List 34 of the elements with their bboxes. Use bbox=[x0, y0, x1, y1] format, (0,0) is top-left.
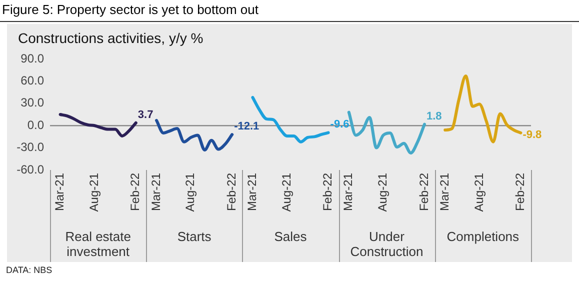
y-tick-label: 60.0 bbox=[20, 74, 44, 88]
data-label: 3.7 bbox=[138, 108, 154, 121]
text: Starts bbox=[177, 229, 212, 244]
y-tick-label: 30.0 bbox=[20, 96, 44, 110]
text: Sales bbox=[274, 229, 308, 244]
x-tick-label: Feb-22 bbox=[128, 172, 142, 212]
data-label: -9.8 bbox=[522, 128, 542, 141]
x-tick-label: Aug-21 bbox=[472, 172, 486, 212]
x-tick-label: Feb-22 bbox=[513, 172, 528, 212]
x-tick-label: Feb-22 bbox=[416, 172, 431, 212]
chart-title: Figure 5: Property sector is yet to bottom out bbox=[2, 2, 259, 17]
data-label: 1.8 bbox=[426, 110, 442, 122]
x-tick-label: Aug-21 bbox=[86, 172, 101, 212]
y-tick-label: 90.0 bbox=[20, 51, 44, 66]
text: Real estate investment bbox=[65, 229, 131, 259]
x-tick-label: Aug-21 bbox=[183, 172, 198, 212]
text: DATA: NBS bbox=[6, 265, 52, 275]
y-tick-label: 0.0 bbox=[27, 118, 44, 132]
text: Completions bbox=[446, 229, 520, 244]
data-label: -12.1 bbox=[234, 120, 260, 133]
text: Under Construction bbox=[350, 229, 424, 259]
y-tick-label: -30.0 bbox=[16, 140, 44, 154]
y-tick-label: -60.0 bbox=[16, 162, 44, 176]
x-tick-label: Aug-21 bbox=[376, 172, 390, 212]
x-tick-label: Mar-21 bbox=[52, 172, 67, 212]
x-tick-label: Mar-21 bbox=[245, 172, 260, 212]
x-tick-label: Mar-21 bbox=[437, 172, 452, 212]
x-tick-label: Aug-21 bbox=[279, 172, 294, 212]
x-tick-label: Feb-22 bbox=[224, 172, 238, 212]
chart-subtitle: Constructions activities, y/y % bbox=[18, 30, 204, 46]
x-tick-label: Feb-22 bbox=[320, 172, 335, 212]
data-label: -9.6 bbox=[330, 118, 350, 131]
x-tick-label: Mar-21 bbox=[148, 172, 163, 212]
x-tick-label: Mar-21 bbox=[341, 172, 356, 212]
